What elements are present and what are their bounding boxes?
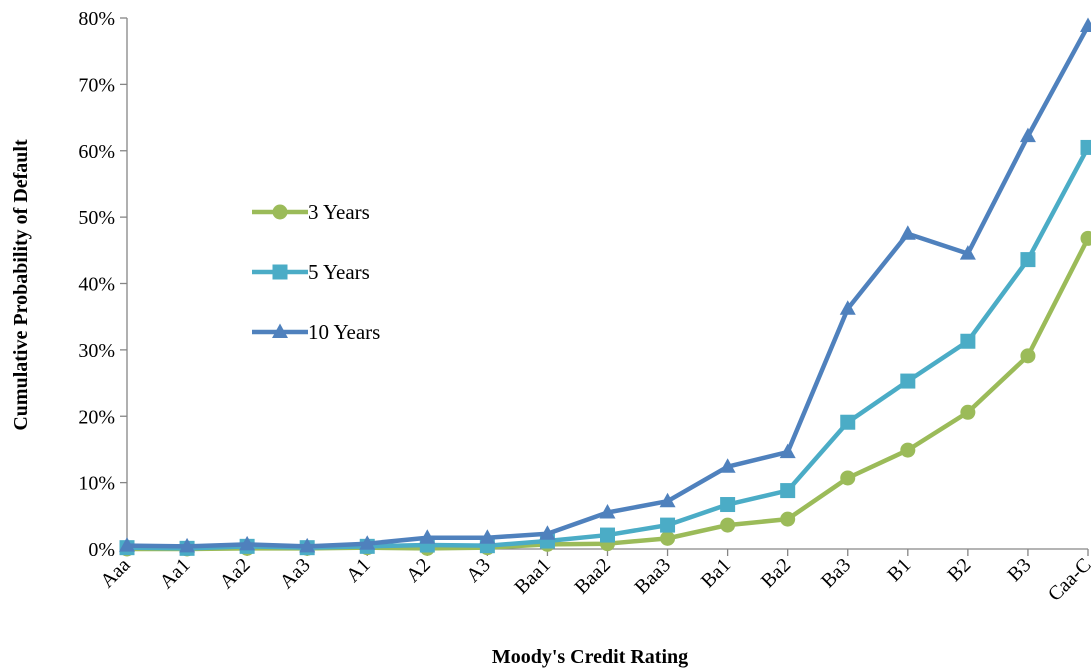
y-tick-label: 40% [78, 274, 115, 296]
data-point [1019, 127, 1036, 143]
data-point [1020, 348, 1036, 364]
data-point [780, 511, 796, 527]
series-5-years [119, 139, 1091, 556]
series-line [127, 237, 1091, 552]
x-axis-title: Moody's Credit Rating [492, 646, 688, 668]
data-point [1020, 252, 1036, 268]
x-tick-label: Ba1 [697, 554, 735, 592]
data-point [479, 529, 496, 544]
data-point [899, 225, 916, 240]
legend-marker [272, 204, 288, 220]
x-tick-label: Caa-C [1044, 554, 1091, 606]
data-point [359, 535, 376, 550]
x-tick-label: B1 [883, 554, 915, 586]
data-point [959, 245, 976, 260]
data-point [719, 458, 736, 473]
x-tick-label: Aa2 [216, 554, 255, 593]
y-axis: 0% 10% 20% 30% 40% 50% 60% 70% 80% [78, 8, 128, 561]
x-tick-label: Ba3 [817, 554, 855, 592]
data-point [599, 503, 616, 519]
y-tick-label: 30% [78, 340, 115, 362]
x-tick-label: Aa3 [276, 554, 315, 593]
legend-item: 5 Years [252, 260, 370, 284]
data-point [660, 517, 676, 533]
data-point [780, 483, 796, 499]
x-tick-label: Baa3 [630, 554, 675, 599]
series-line [126, 24, 1090, 549]
data-point [419, 529, 436, 544]
data-point [600, 527, 615, 543]
data-point [179, 537, 196, 553]
legend-label: 3 Years [308, 200, 370, 224]
data-point [839, 300, 856, 315]
legend-label: 10 Years [308, 320, 380, 344]
data-point [1080, 230, 1091, 246]
y-axis-title: Cumulative Probability of Default [10, 139, 32, 431]
y-tick-label: 0% [88, 539, 115, 561]
y-tick-label: 60% [78, 141, 115, 163]
legend-item: 3 Years [252, 200, 370, 224]
data-point [660, 530, 676, 546]
x-tick-label: A2 [402, 554, 435, 587]
x-tick-label: A1 [342, 554, 375, 587]
y-tick-label: 50% [78, 207, 115, 229]
series-layer [119, 17, 1091, 557]
data-point [840, 414, 856, 430]
data-point [539, 525, 556, 540]
legend-label: 5 Years [308, 260, 370, 284]
data-point [239, 535, 256, 551]
data-point [659, 492, 676, 508]
data-point [119, 537, 135, 552]
y-tick-label: 20% [78, 406, 115, 428]
data-point [720, 517, 736, 533]
x-tick-label: B2 [943, 554, 975, 586]
x-tick-label: A3 [462, 554, 495, 587]
x-tick-label: B3 [1003, 554, 1035, 586]
legend-marker [272, 323, 288, 338]
x-tick-label: Baa2 [570, 554, 615, 599]
data-point [960, 404, 976, 420]
x-tick-label: Aa1 [155, 554, 194, 593]
legend-marker [272, 264, 288, 280]
data-point [299, 537, 316, 553]
series-line [126, 146, 1090, 551]
data-point [840, 470, 856, 486]
x-axis: Aaa Aa1 Aa2 Aa3 A1 A2 A3 Baa1 Baa2 Baa3 Ba1 Ba2 Ba3 B… [96, 548, 1091, 606]
series-3-years [119, 230, 1091, 557]
data-point [960, 333, 976, 349]
series-10-years [119, 17, 1091, 553]
y-tick-label: 10% [78, 473, 115, 495]
data-point [1080, 139, 1091, 155]
legend-item: 10 Years [252, 320, 380, 344]
legend: 3 Years 5 Years 10 Years [252, 200, 380, 344]
data-point [720, 497, 736, 513]
x-tick-label: Ba2 [757, 554, 795, 592]
data-point [1080, 17, 1091, 32]
data-point [779, 443, 796, 459]
data-point [900, 373, 916, 389]
data-point [900, 442, 916, 458]
x-tick-label: Baa1 [510, 554, 555, 599]
y-tick-label: 80% [78, 8, 115, 30]
y-tick-label: 70% [78, 74, 115, 96]
